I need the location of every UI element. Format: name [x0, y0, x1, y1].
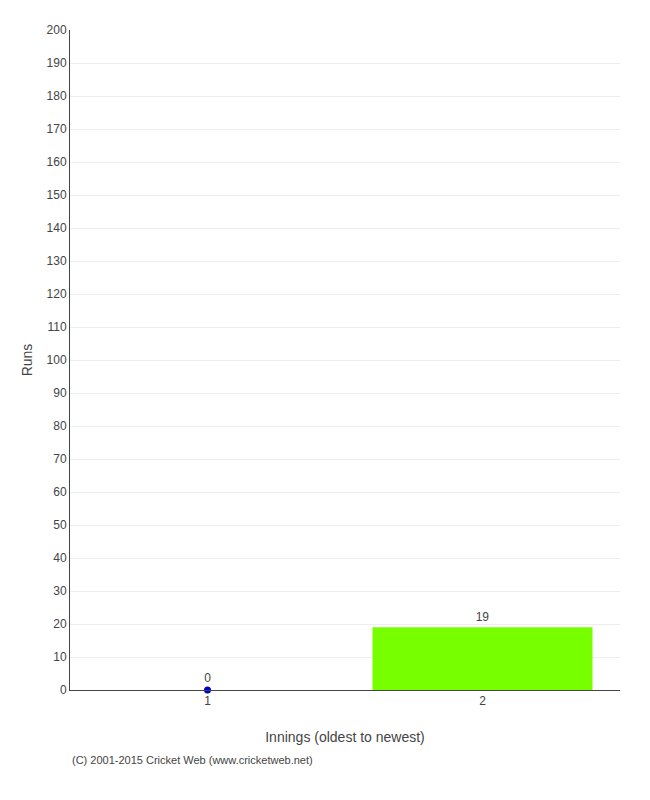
svg-text:50: 50 [53, 518, 67, 532]
svg-text:70: 70 [53, 452, 67, 466]
svg-text:40: 40 [53, 551, 67, 565]
svg-text:170: 170 [47, 122, 67, 136]
svg-text:190: 190 [47, 56, 67, 70]
svg-text:2: 2 [479, 694, 486, 708]
svg-text:Runs: Runs [19, 344, 35, 377]
svg-text:90: 90 [53, 386, 67, 400]
svg-text:110: 110 [47, 320, 66, 334]
svg-text:30: 30 [53, 584, 67, 598]
svg-text:0: 0 [204, 671, 211, 685]
svg-text:1: 1 [204, 694, 211, 708]
svg-text:19: 19 [476, 610, 490, 624]
svg-text:0: 0 [60, 683, 67, 697]
svg-text:140: 140 [47, 221, 67, 235]
svg-text:180: 180 [47, 89, 67, 103]
svg-text:80: 80 [53, 419, 67, 433]
svg-text:120: 120 [47, 287, 67, 301]
svg-text:160: 160 [47, 155, 67, 169]
svg-text:Innings (oldest to newest): Innings (oldest to newest) [265, 729, 425, 745]
svg-text:150: 150 [47, 188, 67, 202]
svg-text:(C) 2001-2015 Cricket Web (www: (C) 2001-2015 Cricket Web (www.cricketwe… [72, 754, 313, 766]
svg-text:200: 200 [47, 23, 67, 37]
svg-text:130: 130 [47, 254, 67, 268]
svg-text:60: 60 [53, 485, 67, 499]
svg-text:20: 20 [53, 617, 67, 631]
svg-text:10: 10 [53, 650, 67, 664]
svg-text:100: 100 [47, 353, 67, 367]
